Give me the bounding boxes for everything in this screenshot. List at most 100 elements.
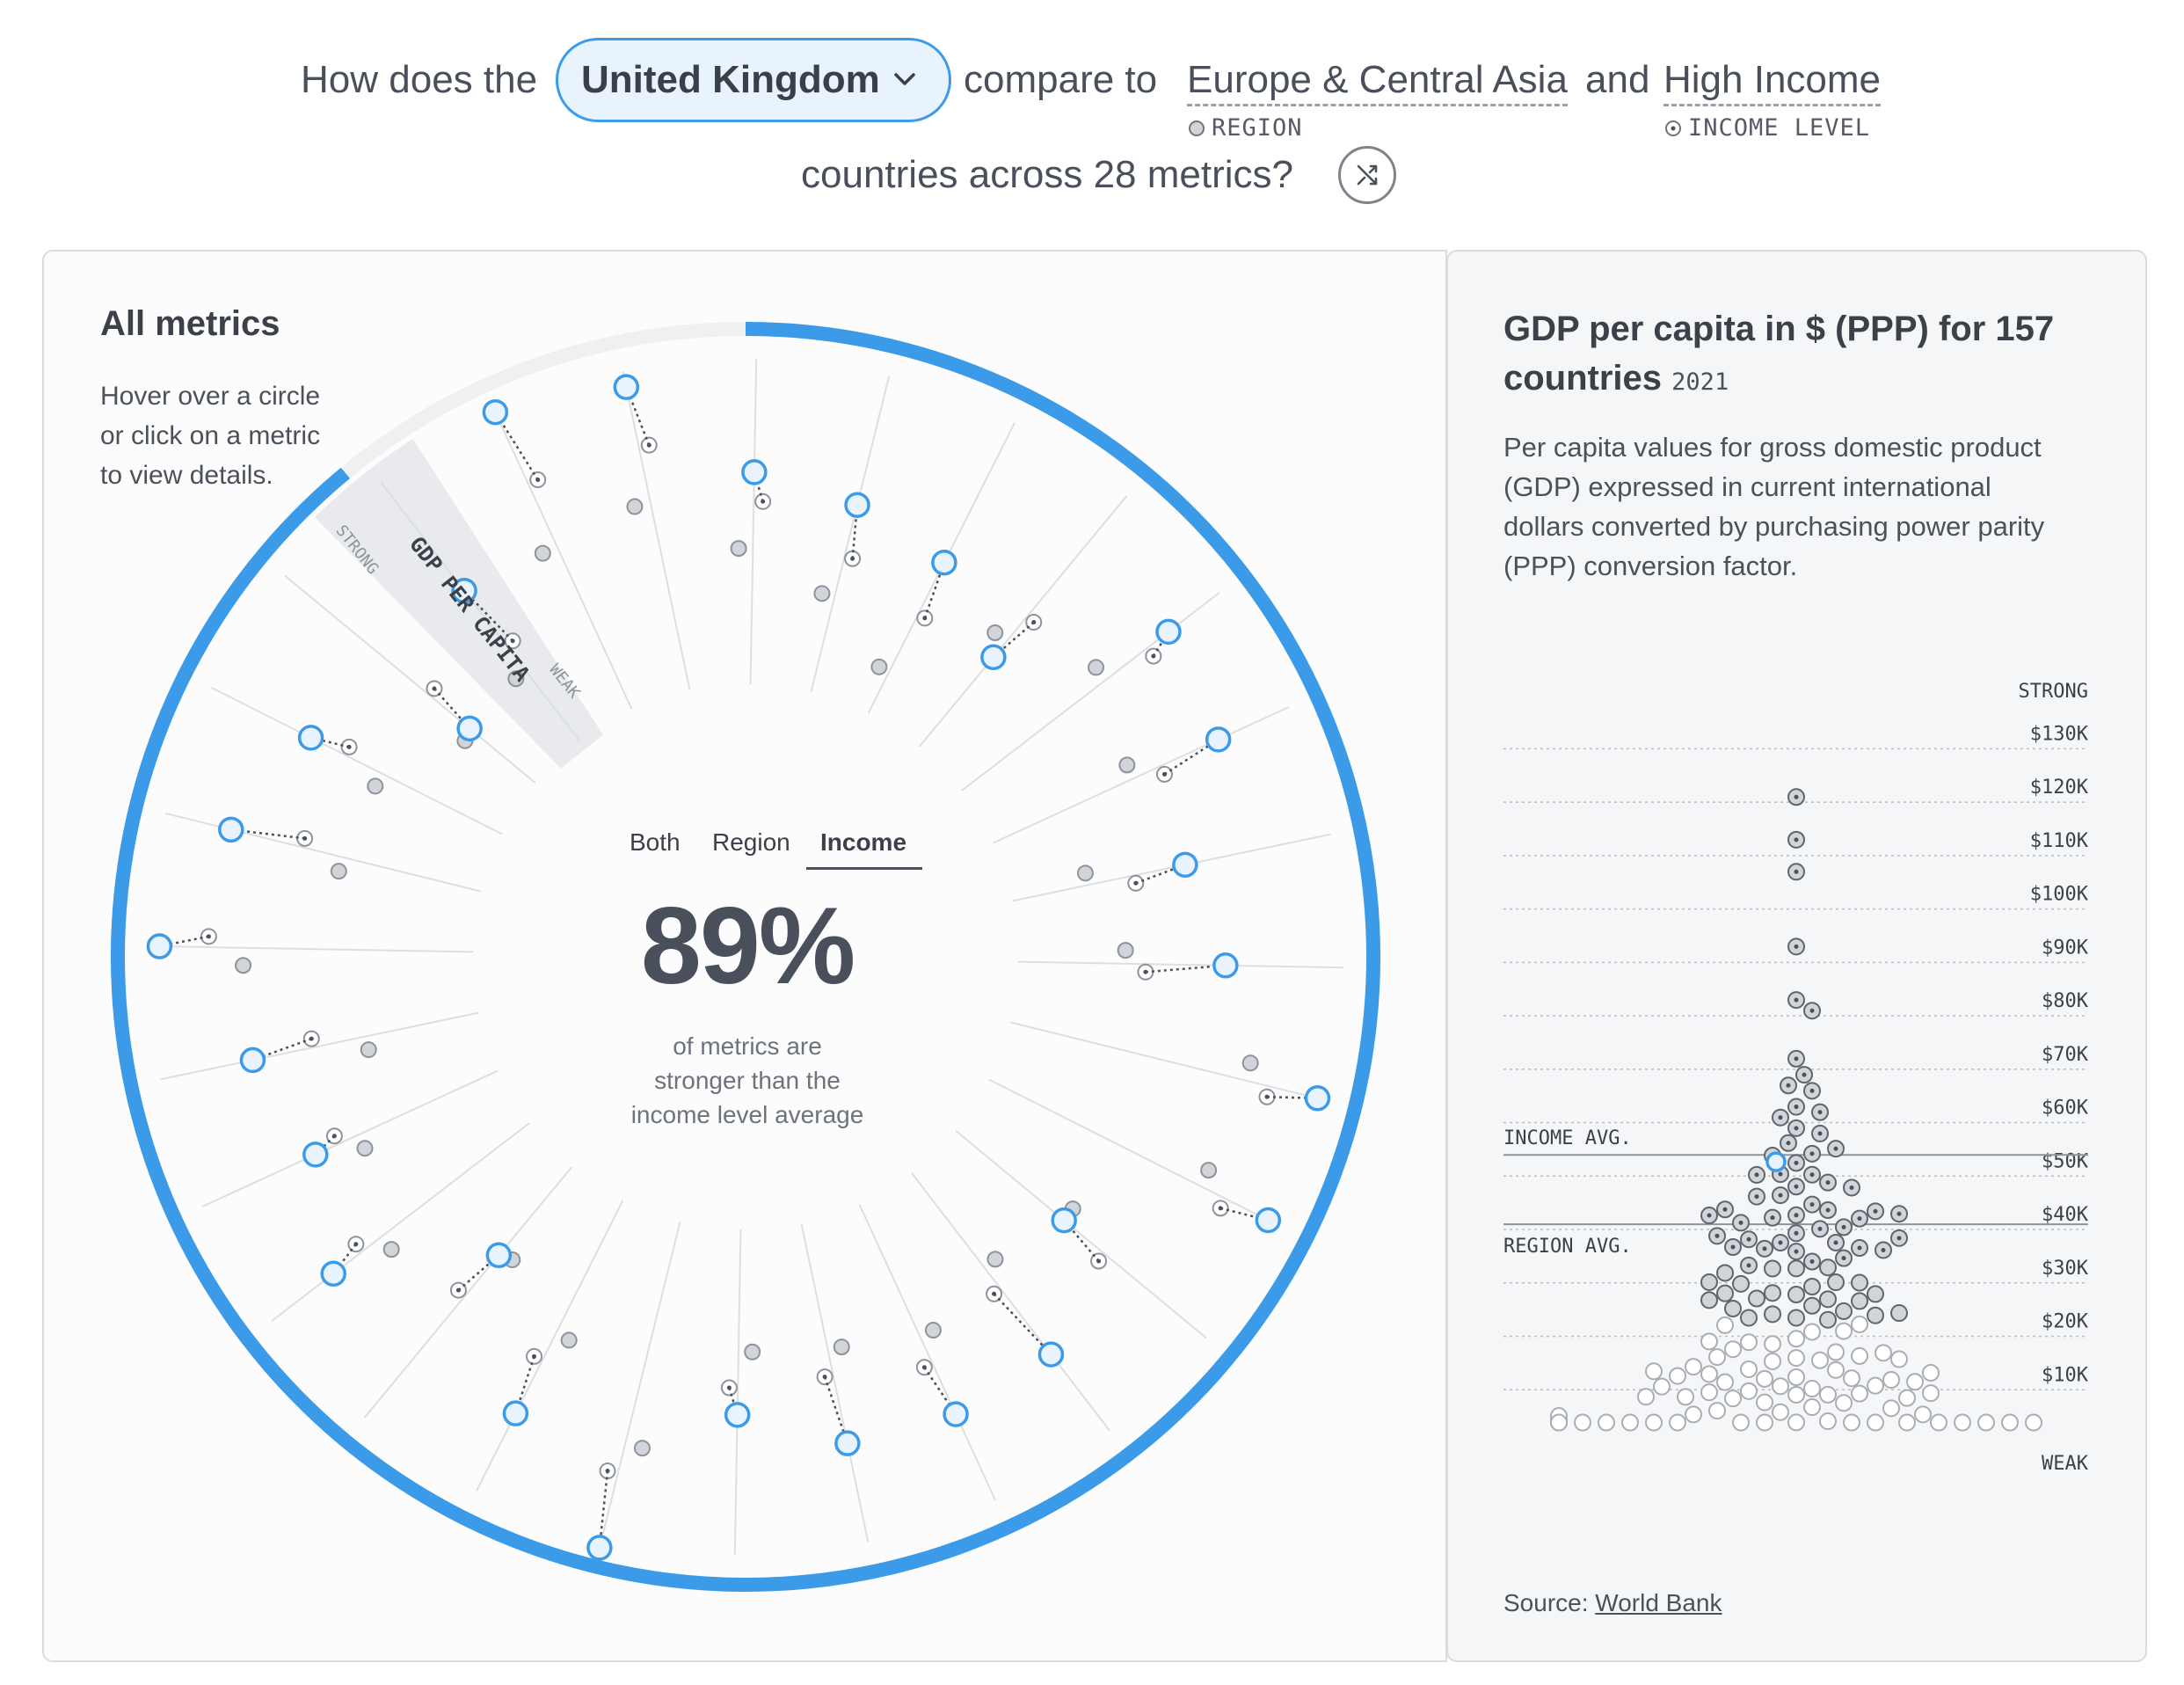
income-tag: INCOME LEVEL (1663, 114, 1870, 142)
source-line: Source: World Bank (1503, 1589, 1722, 1617)
country-dot-center (1714, 1233, 1720, 1238)
country-value-dot (1051, 1207, 1077, 1234)
source-link[interactable]: World Bank (1595, 1589, 1722, 1616)
selected-country-dot (1765, 1151, 1787, 1172)
compare-to-text: compare to (964, 58, 1158, 101)
country-dot-center (1809, 1088, 1815, 1093)
country-dot (1708, 1402, 1726, 1420)
country-dot-center (1809, 1008, 1815, 1013)
y-tick-label: $20K (2042, 1311, 2089, 1333)
country-select[interactable]: United Kingdom (556, 38, 951, 122)
country-dot (1787, 1385, 1805, 1404)
country-dot-center (1754, 1194, 1759, 1200)
metric-spoke (495, 412, 633, 710)
caption-line: of metrics are (673, 1032, 822, 1060)
region-avg-dot (633, 1440, 651, 1457)
country-dot (1867, 1285, 1884, 1303)
country-value-dot (586, 1535, 613, 1561)
tab-both[interactable]: Both (630, 828, 681, 856)
country-value-dot (1155, 618, 1182, 646)
metric-title: GDP per capita in $ (PPP) for 157 countr… (1503, 304, 2101, 407)
country-dot (1851, 1346, 1868, 1365)
country-dot (1803, 1278, 1821, 1296)
country-dot (1716, 1284, 1734, 1302)
shuffle-button[interactable] (1338, 146, 1396, 204)
country-dot (1787, 1309, 1805, 1327)
y-tick-label: $100K (2030, 884, 2089, 906)
country-dot-center (1754, 1172, 1759, 1178)
country-dot (1764, 1335, 1781, 1353)
region-avg-dot (986, 1251, 1004, 1268)
country-dot-center (1802, 1072, 1807, 1077)
country-dot-center (1794, 997, 1799, 1003)
country-value-dot (218, 816, 244, 843)
country-dot (1803, 1323, 1821, 1341)
strong-label: STRONG (2019, 681, 2088, 703)
region-avg-dot (1117, 942, 1134, 959)
country-dot (1645, 1362, 1663, 1381)
country-dot (1819, 1385, 1837, 1404)
tab-income[interactable]: Income (820, 828, 907, 856)
country-dot-center (1857, 1245, 1862, 1251)
metric-spoke (911, 1172, 1111, 1432)
country-dot-center (1722, 1207, 1728, 1212)
region-avg-dot (924, 1322, 942, 1339)
country-dot (1677, 1388, 1694, 1406)
region-avg-dot (367, 777, 384, 795)
region-select[interactable]: Europe & Central Asia (1187, 58, 1568, 106)
country-dot-center (1746, 1236, 1751, 1242)
metric-spoke (749, 359, 758, 685)
active-tab-indicator (806, 867, 922, 870)
description-line: dollars converted by purchasing power pa… (1503, 511, 2045, 542)
income-dot-icon (1665, 120, 1681, 136)
country-dot-center (1833, 1240, 1838, 1245)
percent-caption: of metrics are stronger than the income … (571, 1029, 923, 1132)
y-tick-label: $130K (2030, 723, 2089, 745)
metric-spoke (201, 1069, 499, 1207)
country-dot (1819, 1412, 1837, 1431)
country-dot (1851, 1292, 1868, 1310)
country-dot (1653, 1377, 1671, 1396)
country-dot (1732, 1274, 1750, 1293)
difference-connector (598, 1470, 609, 1549)
region-avg-dot (730, 540, 747, 558)
country-dot-center (1794, 1160, 1799, 1165)
income-avg-label: INCOME AVG. (1503, 1127, 1632, 1149)
region-avg-dot (360, 1041, 377, 1059)
country-value-dot (1172, 851, 1198, 879)
country-dot (1787, 1259, 1805, 1278)
metric-spoke (961, 591, 1220, 791)
y-tick-label: $50K (2042, 1150, 2089, 1172)
country-dot (1819, 1290, 1837, 1309)
country-dot (1764, 1259, 1781, 1278)
country-value-dot (980, 644, 1007, 671)
income-select[interactable]: High Income (1663, 58, 1882, 106)
difference-connector (494, 412, 539, 481)
country-dot (1740, 1382, 1758, 1400)
metric-spoke (160, 1011, 479, 1081)
region-avg-dot (235, 957, 252, 974)
selected-metric-wedge (314, 439, 603, 769)
y-tick-label: $110K (2030, 830, 2089, 852)
country-dot (1914, 1405, 1932, 1424)
region-circle-icon (1189, 120, 1205, 136)
country-dot-center (1873, 1208, 1878, 1214)
metric-spoke (993, 706, 1290, 844)
metric-spoke (380, 482, 580, 741)
metric-title-text: GDP per capita in $ (PPP) for 157 countr… (1503, 310, 2055, 398)
country-dot (1851, 1273, 1868, 1292)
region-avg-dot (986, 624, 1004, 641)
metric-spoke (810, 376, 891, 693)
country-dot (2025, 1413, 2042, 1432)
country-dot-center (1778, 1115, 1783, 1120)
country-dot (1756, 1369, 1773, 1388)
tab-region[interactable]: Region (712, 828, 790, 856)
country-dot-center (1778, 1240, 1783, 1245)
country-dot-center (1770, 1215, 1775, 1221)
country-dot (1700, 1291, 1718, 1309)
difference-connector (252, 1037, 312, 1061)
description-line: Per capita values for gross domestic pro… (1503, 432, 2042, 463)
country-dot (1756, 1393, 1773, 1411)
country-dot (1875, 1344, 1892, 1362)
country-value-dot (741, 459, 768, 485)
